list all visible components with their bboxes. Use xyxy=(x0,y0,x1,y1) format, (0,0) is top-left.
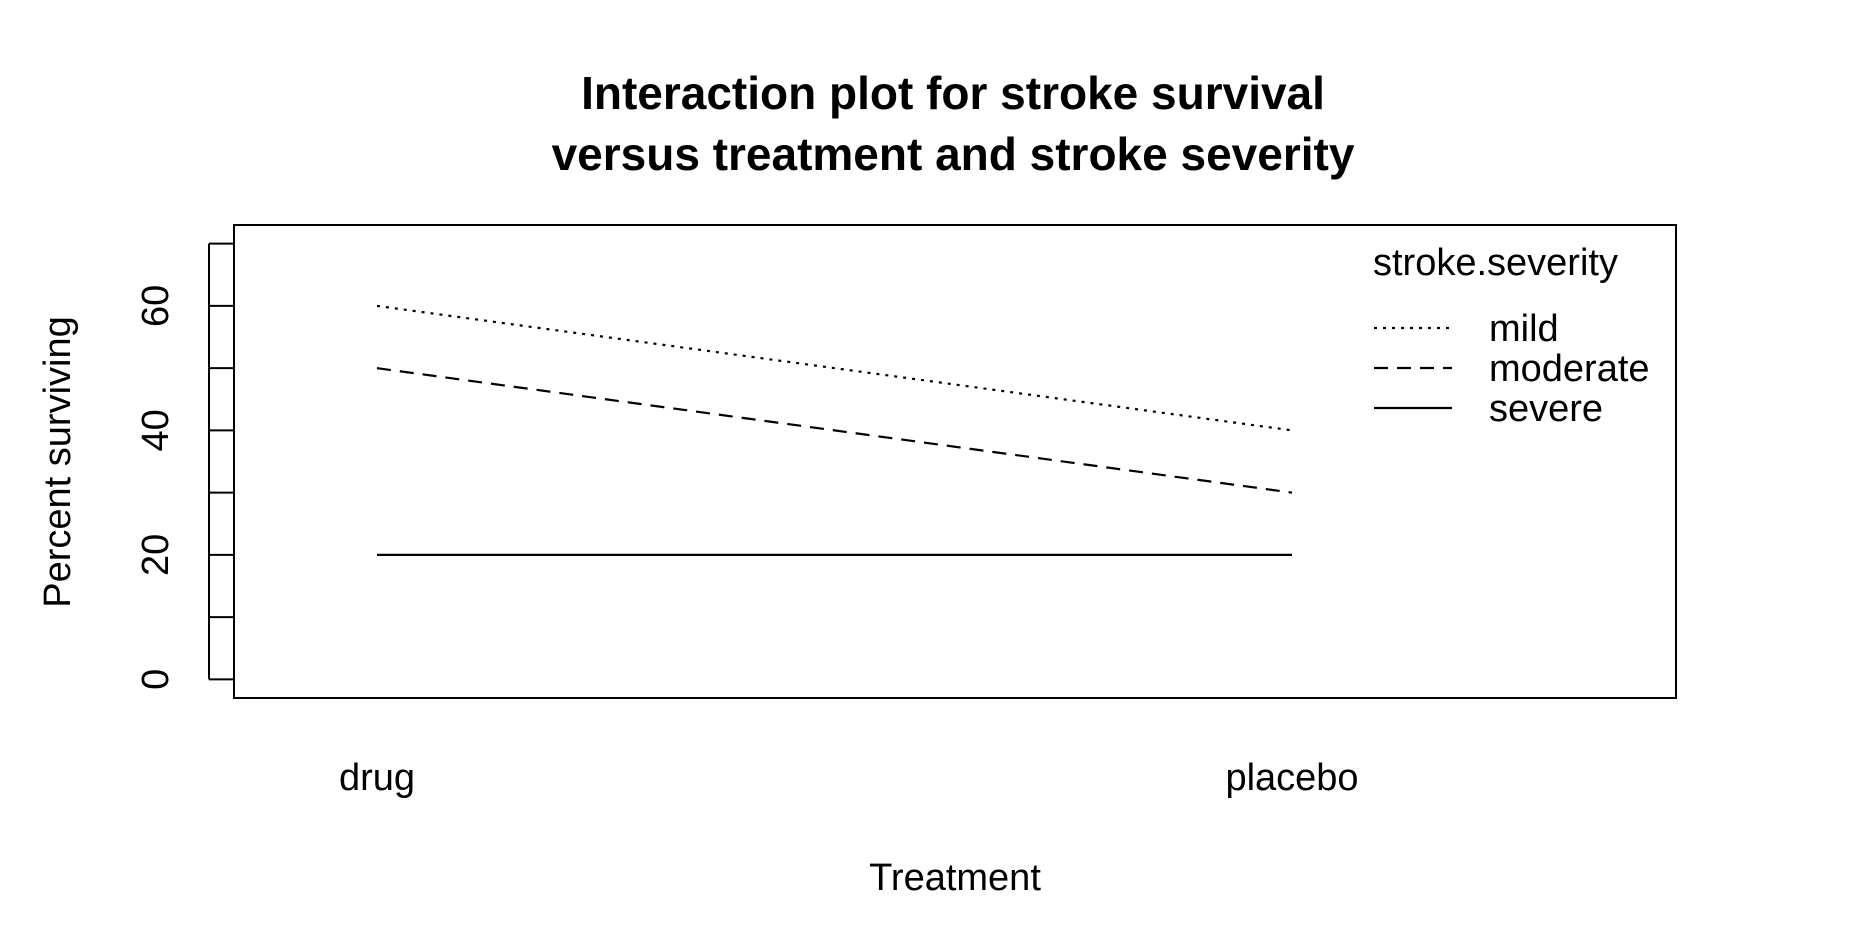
y-axis: 0 20 40 60 xyxy=(135,242,234,690)
x-tick-label-drug: drug xyxy=(339,757,415,799)
series-line-moderate xyxy=(376,367,1293,494)
legend-label-severe: severe xyxy=(1489,388,1603,430)
x-axis: drug placebo xyxy=(339,757,1359,799)
legend-title: stroke.severity xyxy=(1373,242,1618,284)
series-lines xyxy=(376,304,1293,556)
chart-title-line-2: versus treatment and stroke severity xyxy=(552,128,1355,180)
y-tick-label: 20 xyxy=(135,534,177,576)
y-tick-label: 40 xyxy=(135,409,177,451)
series-line-mild xyxy=(376,304,1293,432)
legend-label-mild: mild xyxy=(1489,308,1559,350)
y-tick-label: 60 xyxy=(135,285,177,327)
chart-title-line-1: Interaction plot for stroke survival xyxy=(581,67,1325,119)
y-tick-label: 0 xyxy=(135,669,177,690)
x-axis-title: Treatment xyxy=(869,857,1041,899)
plot-frame xyxy=(233,224,1677,699)
y-axis-title: Percent surviving xyxy=(37,316,79,607)
x-tick-label-placebo: placebo xyxy=(1225,757,1358,799)
legend-label-moderate: moderate xyxy=(1489,348,1650,390)
